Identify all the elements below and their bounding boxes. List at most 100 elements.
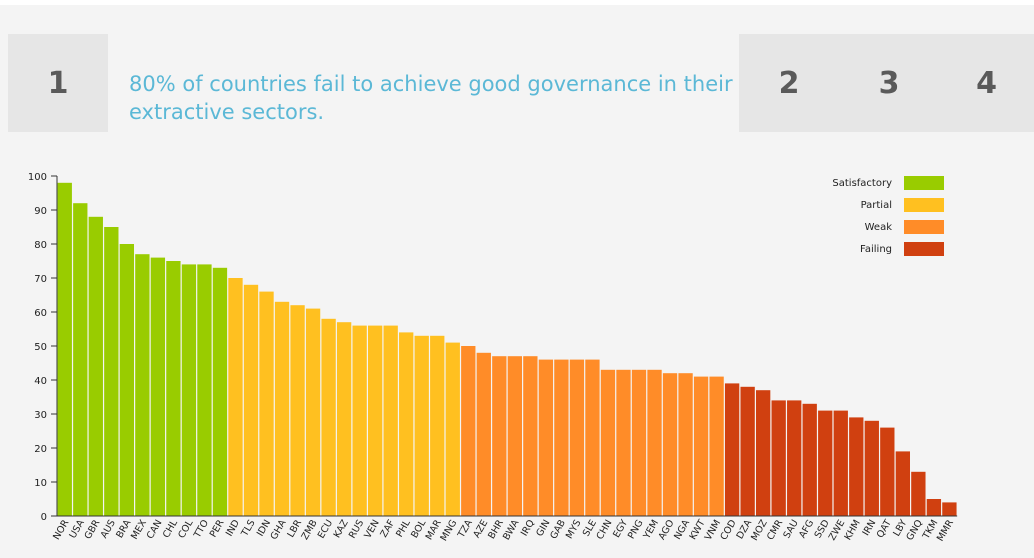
bar-ssd[interactable] [818,410,833,516]
bar-kwt[interactable] [693,376,709,516]
bar-nga[interactable] [678,373,693,516]
bar-aus[interactable] [104,227,119,516]
legend: Satisfactory Partial Weak Failing [832,176,944,256]
bar-cmr[interactable] [771,400,786,516]
bar-kaz[interactable] [336,322,352,516]
tab-1[interactable]: 1 [8,34,108,132]
y-tick-label: 50 [34,342,47,353]
bar-idn[interactable] [259,291,274,516]
bar-ago[interactable] [662,373,678,516]
bar-per[interactable] [212,267,228,516]
bar-col[interactable] [181,264,197,516]
x-tick-label: AFG [797,518,816,540]
x-tick-label: VNM [703,518,723,542]
bar-tkm[interactable] [926,499,942,516]
x-tick-label: COD [718,518,738,542]
y-tick-label: 90 [34,206,47,217]
bar-gnq[interactable] [911,471,926,516]
bar-tza[interactable] [461,346,476,516]
top-strip [0,0,1034,5]
bar-lby[interactable] [895,451,910,516]
bar-zmb[interactable] [305,308,321,516]
bar-vnm[interactable] [709,376,724,516]
tabs-right-panel [739,34,1034,132]
bar-mmr[interactable] [942,502,957,516]
y-tick-label: 70 [34,274,47,285]
bar-afg[interactable] [802,403,817,516]
bar-ven[interactable] [368,325,383,516]
legend-swatch [904,176,944,190]
bar-sau[interactable] [787,400,802,516]
bar-can[interactable] [150,257,166,516]
bar-qat[interactable] [880,427,895,516]
y-axis: 0 10 20 30 40 50 60 70 80 90 100 [28,172,58,523]
bar-irn[interactable] [864,420,879,516]
bar-yem[interactable] [647,369,662,516]
bar-sle[interactable] [585,359,600,516]
y-tick-label: 100 [28,172,47,183]
bar-usa[interactable] [73,203,88,516]
legend-label: Partial [861,200,892,211]
bar-irq[interactable] [523,356,538,516]
x-tick-label: RUS [347,518,366,540]
bar-mng[interactable] [445,342,460,516]
bar-png[interactable] [631,369,647,516]
bar-rus[interactable] [352,325,367,516]
x-tick-label: AUS [99,518,118,540]
x-tick-label: TTO [192,518,211,541]
bar-bwa[interactable] [507,356,522,516]
x-tick-label: MYS [564,518,584,541]
bar-nor[interactable] [57,182,72,517]
x-tick-label: GAB [548,518,568,541]
bar-tls[interactable] [243,284,259,516]
y-tick-label: 0 [41,512,47,523]
x-tick-label: COL [176,517,196,540]
bar-gab[interactable] [554,359,569,516]
bar-phl[interactable] [399,332,414,516]
bar-zwe[interactable] [833,410,848,516]
bar-gha[interactable] [274,301,290,516]
x-tick-label: VEN [362,518,381,540]
bar-chl[interactable] [166,261,181,516]
bar-ind[interactable] [228,278,243,516]
bar-chn[interactable] [600,369,616,516]
y-tick-label: 80 [34,240,47,251]
bar-mys[interactable] [569,359,585,516]
bar-mex[interactable] [135,254,150,516]
bar-ecu[interactable] [321,318,336,516]
bar-khm[interactable] [849,417,864,516]
x-tick-label: MMR [935,518,956,544]
bar-bra[interactable] [119,244,134,516]
bar-gin[interactable] [538,359,554,516]
bar-lbr[interactable] [290,305,305,516]
x-tick-label: IND [224,518,242,538]
bar-bhr[interactable] [492,356,507,516]
x-tick-label: PER [208,518,227,540]
legend-label: Weak [865,222,893,233]
x-tick-label: GBR [83,518,103,542]
x-tick-label: KHM [843,518,863,542]
tab-3[interactable]: 3 [878,65,900,101]
legend-swatch [904,242,944,256]
legend-label: Failing [860,244,892,255]
bar-moz[interactable] [756,390,771,516]
bar-gbr[interactable] [88,216,103,517]
bar-aze[interactable] [476,352,491,516]
x-tick-label: PNG [626,518,646,541]
bar-bol[interactable] [414,335,429,516]
tab-4[interactable]: 4 [976,65,997,101]
bar-mar[interactable] [430,335,445,516]
x-tick-label: CHL [161,517,180,540]
x-tick-label: ZMB [300,518,320,542]
legend-label: Satisfactory [832,178,892,189]
bar-tto[interactable] [197,264,212,516]
bar-cod[interactable] [724,383,740,516]
x-tick-label: GHA [269,518,289,542]
governance-bar-chart: 0 10 20 30 40 50 60 70 80 90 100 NORUSAGBRAUSBRAME… [28,172,958,544]
bar-zaf[interactable] [383,325,398,516]
x-tick-label: IRQ [519,518,537,538]
bar-egy[interactable] [616,369,631,516]
legend-swatch [904,220,944,234]
bar-dza[interactable] [740,386,755,516]
tab-2[interactable]: 2 [778,65,800,101]
